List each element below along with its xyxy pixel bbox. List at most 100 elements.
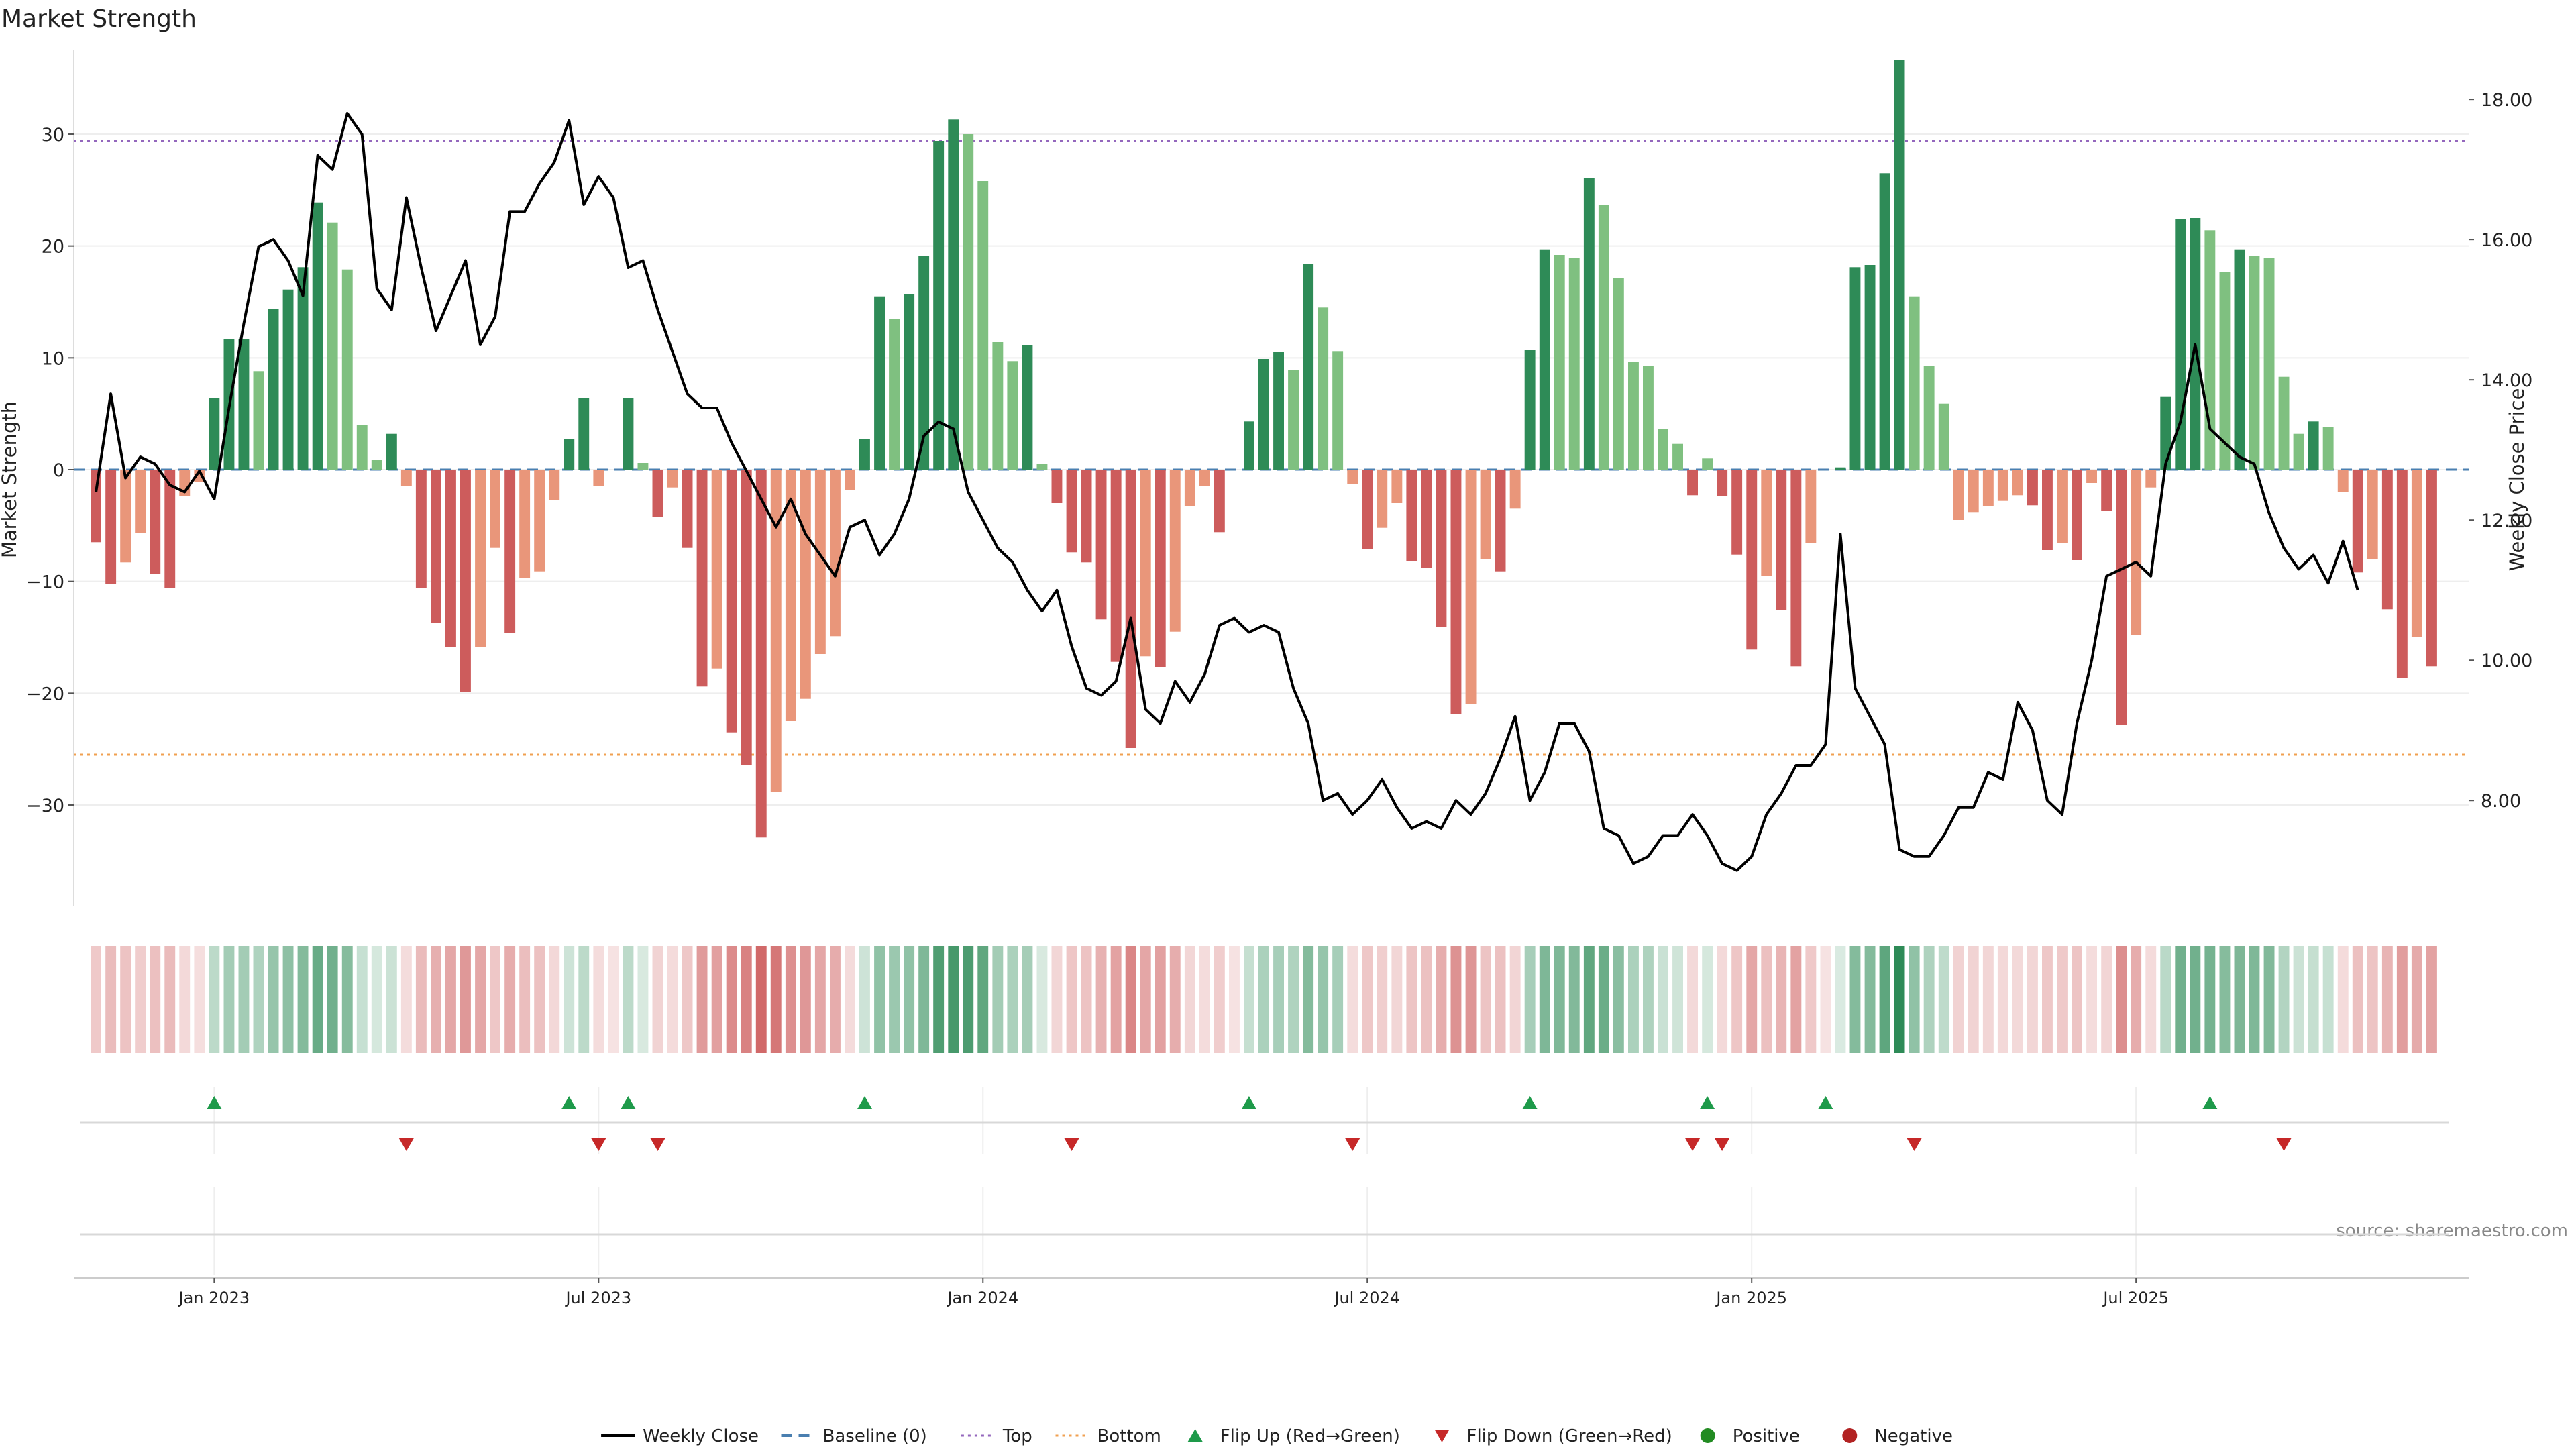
heat-cell (1022, 946, 1033, 1053)
heat-cell (800, 946, 811, 1053)
strength-bar (2367, 470, 2378, 559)
strength-bar (1717, 470, 1728, 496)
strength-bar (1731, 470, 1743, 555)
heat-cell (282, 946, 294, 1053)
heat-cell (1938, 946, 1949, 1053)
heat-cell (460, 946, 471, 1053)
legend-label: Negative (1874, 1426, 1953, 1446)
strength-bar (431, 470, 441, 623)
heat-cell (1450, 946, 1462, 1053)
heat-cell (1347, 946, 1358, 1053)
y-right-tick-label: 16.00 (2481, 230, 2532, 251)
strength-bar (2411, 470, 2422, 637)
strength-bar (534, 470, 545, 572)
strength-bar (415, 470, 427, 588)
legend-triangle-up-icon (1187, 1429, 1203, 1442)
weekly-close-series (95, 112, 2359, 872)
y-tick-label: 30 (42, 125, 64, 146)
heat-cell (1761, 946, 1772, 1053)
x-tick-label: Jan 2025 (1715, 1289, 1787, 1307)
strength-bar (593, 470, 604, 486)
heat-cell (400, 946, 412, 1053)
strength-bar (2396, 470, 2408, 678)
strength-bar (682, 470, 693, 548)
heat-cell (238, 946, 250, 1053)
heat-cell (1110, 946, 1122, 1053)
strength-bar (297, 267, 309, 470)
strength-bar (475, 470, 486, 647)
strength-bar (2219, 272, 2231, 470)
heat-cell (667, 946, 678, 1053)
heat-cell (490, 946, 500, 1053)
strength-bar (1066, 470, 1077, 553)
heat-cell (1125, 946, 1136, 1053)
strength-bar (2249, 256, 2260, 470)
strength-bar (2293, 433, 2304, 470)
strength-bar (948, 119, 959, 470)
strength-bar (2042, 470, 2053, 550)
strength-bar (2027, 470, 2038, 506)
heat-cell (150, 946, 161, 1053)
heat-cell (2145, 946, 2157, 1053)
strength-bar (1953, 470, 1964, 520)
y-right-tick-label: 14.00 (2481, 370, 2532, 391)
heat-cell (1598, 946, 1609, 1053)
heat-cell (711, 946, 722, 1053)
strength-bar (2160, 396, 2171, 470)
heat-cell (2396, 946, 2408, 1053)
strength-bar (1539, 249, 1550, 470)
heat-cell (312, 946, 323, 1053)
heat-cell (2042, 946, 2053, 1053)
heat-cell (1184, 946, 1195, 1053)
heat-cell (755, 946, 767, 1053)
heat-cell (2308, 946, 2319, 1053)
legend-label: Flip Down (Green→Red) (1467, 1426, 1672, 1446)
heat-cell (948, 946, 959, 1053)
strength-bar (1613, 278, 1624, 470)
strength-bar (859, 439, 870, 470)
flip-down-marker (1064, 1138, 1079, 1151)
heat-cell (1658, 946, 1668, 1053)
x-tick-label: Jul 2024 (1333, 1289, 1400, 1307)
legend-label: Positive (1733, 1426, 1800, 1446)
strength-bar (1318, 307, 1329, 470)
heat-cell (327, 946, 338, 1053)
strength-bar (2131, 470, 2142, 635)
strength-bar (1022, 345, 1033, 470)
strength-bar (933, 141, 945, 470)
strength-bar (1776, 470, 1787, 610)
weekly-close-line (95, 112, 2359, 872)
heat-cell (341, 946, 353, 1053)
strength-bar (1169, 470, 1181, 632)
strength-bar (623, 398, 634, 470)
strength-bar (637, 463, 649, 470)
y-tick-label: 20 (42, 237, 64, 258)
x-tick-label: Jul 2025 (2102, 1289, 2169, 1307)
reference-lines (74, 140, 2469, 756)
heat-cell (209, 946, 220, 1053)
heat-cell (1953, 946, 1964, 1053)
heat-cell (1982, 946, 1994, 1053)
heat-cell (2411, 946, 2422, 1053)
strength-bar (977, 181, 989, 470)
strength-bar (1436, 470, 1447, 627)
heat-cell (223, 946, 235, 1053)
heat-cell (415, 946, 427, 1053)
heat-cell (1702, 946, 1713, 1053)
heat-cell (889, 946, 900, 1053)
strength-bar (1110, 470, 1122, 662)
strength-bar (1244, 421, 1254, 470)
strength-bar (755, 470, 767, 838)
heat-cell (1613, 946, 1624, 1053)
strength-bar (1938, 403, 1949, 470)
strength-bar (519, 470, 531, 578)
x-tick-label: Jan 2023 (178, 1289, 250, 1307)
heat-cell (1273, 946, 1284, 1053)
heat-cell (1007, 946, 1018, 1053)
strength-bar (814, 470, 826, 654)
flip-up-marker (1522, 1096, 1538, 1109)
strength-bar (1362, 470, 1373, 549)
heat-cell (578, 946, 590, 1053)
heat-cell (253, 946, 264, 1053)
flip-down-marker (398, 1138, 414, 1151)
